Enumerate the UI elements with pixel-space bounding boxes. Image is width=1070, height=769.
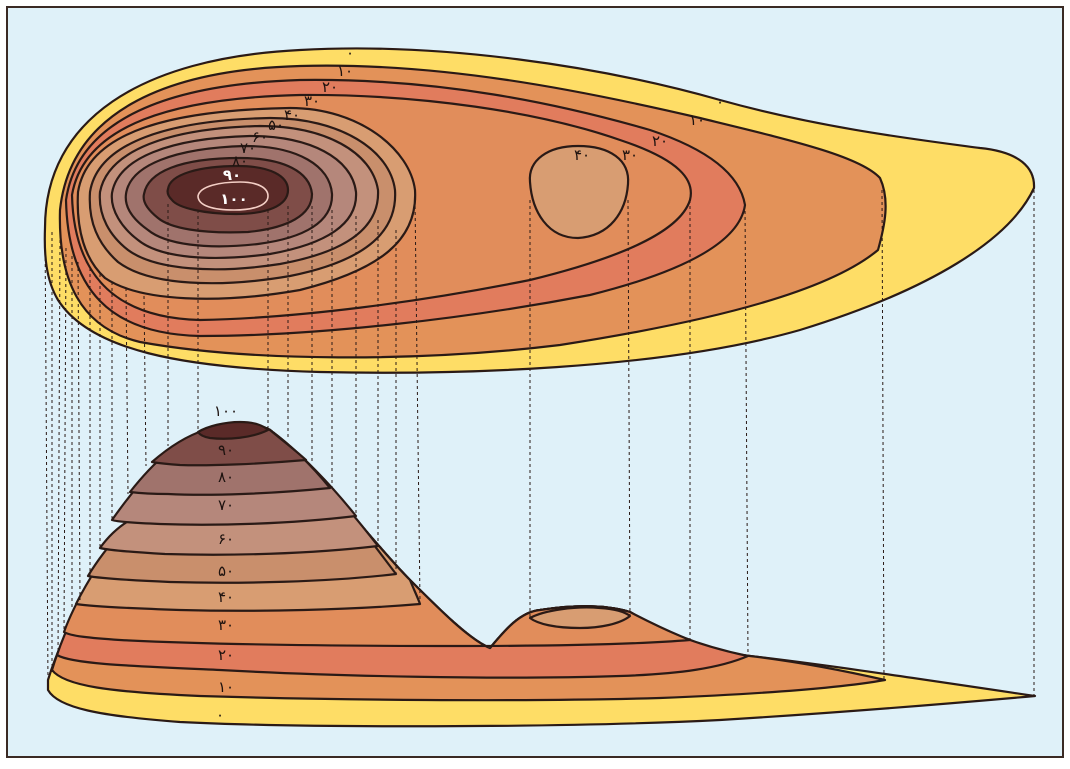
profile-label-60: ۶۰ <box>218 530 234 548</box>
projection-line <box>143 295 147 467</box>
map-label-30: ۳۰ <box>304 92 320 110</box>
profile-section <box>46 420 1037 728</box>
profile-label-100: ۱۰۰ <box>214 402 238 420</box>
contour-map <box>43 47 1036 374</box>
projection-line <box>414 199 421 603</box>
map-hill-label-40: ۴۰ <box>574 146 590 164</box>
map-label-0: ۰ <box>346 44 354 62</box>
projection-line <box>77 261 81 601</box>
map-label-40: ۴۰ <box>284 106 300 124</box>
map-label-100: ۱۰۰ <box>220 190 247 208</box>
profile-label-70: ۷۰ <box>218 496 234 514</box>
profile-label-50: ۵۰ <box>218 562 234 580</box>
profile-label-90: ۹۰ <box>218 441 234 459</box>
map-label-70: ۷۰ <box>240 139 256 157</box>
profile-label-80: ۸۰ <box>218 468 234 486</box>
map-label-80: ۸۰ <box>232 152 248 170</box>
map-east-label-0: ۰ <box>716 93 724 111</box>
projection-line <box>125 287 129 495</box>
projection-line <box>881 189 885 681</box>
peak-ring <box>197 181 269 211</box>
profile-band-100 <box>196 420 270 440</box>
map-label-10: ۱۰ <box>337 62 353 80</box>
map-east-label-20: ۲۰ <box>652 132 668 150</box>
projection-line <box>63 247 67 633</box>
map-label-90: ۹۰ <box>223 166 241 184</box>
projection-lines <box>44 189 1035 696</box>
map-label-20: ۲۰ <box>322 78 338 96</box>
map-contour-labels: ۰ ۱۰ ۲۰ ۳۰ ۴۰ ۵۰ ۶۰ ۷۰ ۸۰ ۹۰ ۱۰۰ ۰ ۱۰ ۲۰… <box>220 44 724 208</box>
map-label-60: ۶۰ <box>252 128 268 146</box>
contour-100 <box>166 164 290 216</box>
profile-label-0: ۰ <box>216 706 224 724</box>
profile-label-10: ۱۰ <box>218 678 234 696</box>
map-east-label-10: ۱۰ <box>689 111 705 129</box>
map-east-label-30: ۳۰ <box>622 146 638 164</box>
profile-label-40: ۴۰ <box>218 588 234 606</box>
profile-labels: ۱۰۰ ۹۰ ۸۰ ۷۰ ۶۰ ۵۰ ۴۰ ۳۰ ۲۰ ۱۰ ۰ <box>214 402 238 724</box>
projection-line <box>44 227 49 687</box>
profile-label-20: ۲۰ <box>218 646 234 664</box>
hill-contour-40 <box>528 144 630 240</box>
map-label-50: ۵۰ <box>268 116 284 134</box>
profile-label-30: ۳۰ <box>218 616 234 634</box>
